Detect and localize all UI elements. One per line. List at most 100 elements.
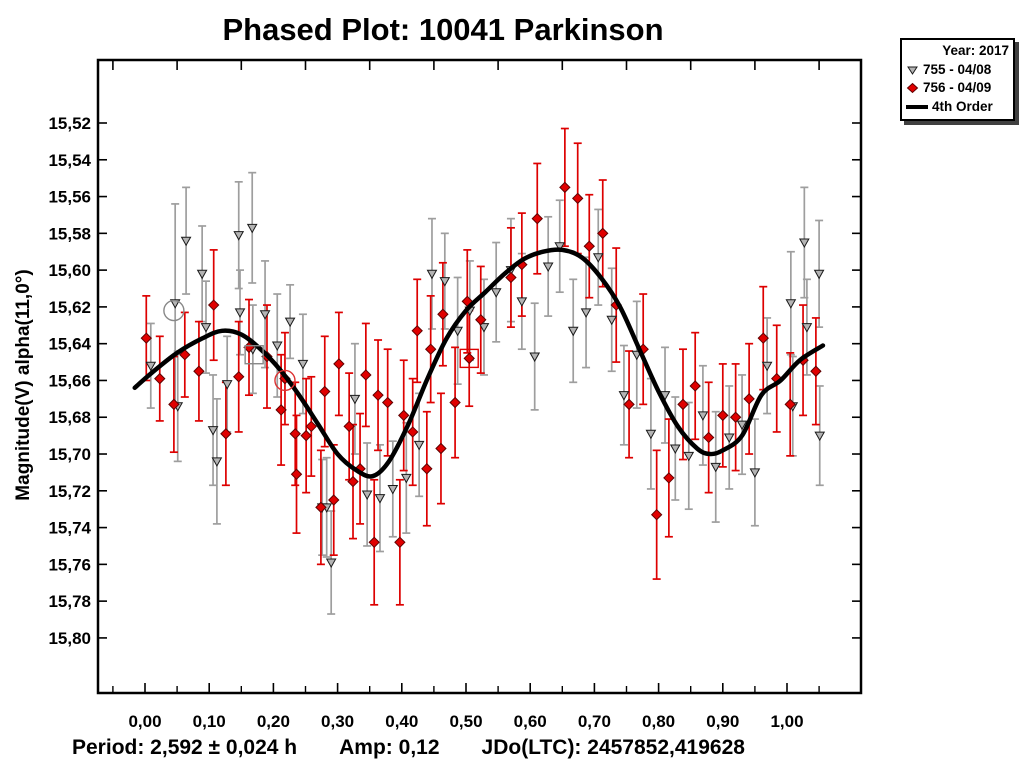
- triangle-marker-755: [785, 299, 797, 309]
- triangle-marker-755: [196, 269, 208, 280]
- y-tick-label: 15,76: [48, 555, 91, 574]
- diamond-marker-756: [168, 398, 180, 411]
- x-tick-label: 0,20: [257, 712, 290, 731]
- triangle-marker-755: [669, 444, 681, 455]
- y-tick-label: 15,54: [48, 151, 91, 170]
- diamond-marker-756: [449, 396, 461, 409]
- x-tick-label: 0,40: [385, 712, 418, 731]
- fit-curve: [132, 247, 826, 479]
- y-tick-label: 15,70: [48, 445, 91, 464]
- diamond-marker-756: [328, 494, 340, 506]
- footer-period: Period: 2,592 ± 0,024 h: [72, 736, 298, 759]
- x-tick-label: 0,30: [321, 712, 354, 731]
- triangle-marker-755: [618, 391, 630, 401]
- triangle-marker-755: [145, 361, 157, 372]
- legend-label-755: 755 - 04/08: [923, 61, 992, 77]
- diamond-marker-756: [437, 308, 449, 320]
- diamond-marker-756: [207, 299, 220, 311]
- legend-year: Year: 2017: [942, 43, 1009, 58]
- diamond-marker-756: [421, 463, 433, 475]
- triangle-marker-755: [736, 420, 748, 431]
- triangle-marker-755: [211, 457, 223, 467]
- diamond-marker-756: [300, 429, 312, 442]
- triangle-marker-755: [567, 326, 579, 337]
- y-tick-label: 15,80: [48, 629, 91, 648]
- triangle-marker-755: [683, 451, 695, 462]
- diamond-marker-756: [597, 227, 609, 240]
- triangle-marker-755: [452, 326, 464, 337]
- diamond-marker-756: [677, 398, 689, 411]
- diamond-marker-756: [154, 372, 166, 385]
- diamond-marker-756: [275, 404, 287, 416]
- triangle-marker-755: [234, 308, 246, 318]
- diamond-marker-756: [179, 349, 191, 361]
- legend-label-fit: 4th Order: [932, 98, 993, 114]
- triangle-marker-755: [478, 323, 490, 333]
- diamond-marker-756: [463, 352, 475, 365]
- triangle-down-icon: [907, 66, 918, 75]
- diamond-marker-756: [810, 365, 822, 377]
- x-tick-label: 0,60: [514, 712, 547, 731]
- diamond-marker-756: [689, 380, 701, 392]
- diamond-marker-756: [559, 181, 571, 194]
- triangle-marker-755: [749, 468, 761, 478]
- triangle-marker-755: [439, 277, 451, 287]
- fit-line-icon: [906, 104, 928, 109]
- legend-label-756: 756 - 04/09: [923, 80, 992, 95]
- diamond-marker-756: [347, 475, 359, 488]
- diamond-marker-756: [407, 426, 419, 438]
- x-tick-label: 0,80: [642, 712, 675, 731]
- triangle-marker-755: [271, 341, 283, 352]
- triangle-marker-755: [580, 308, 592, 318]
- diamond-marker-756: [220, 428, 232, 440]
- diamond-marker-756: [663, 472, 675, 484]
- footer-jdo: JDo(LTC): 2457852,419628: [481, 736, 745, 759]
- diamond-marker-756: [333, 358, 345, 370]
- y-tick-label: 15,60: [48, 261, 91, 280]
- triangle-marker-755: [413, 440, 425, 451]
- y-tick-label: 15,64: [48, 335, 91, 354]
- diamond-marker-756: [372, 389, 384, 401]
- diamond-marker-756: [757, 332, 769, 344]
- diamond-marker-756: [411, 325, 423, 337]
- plot-frame: [96, 58, 863, 695]
- triangle-marker-755: [233, 231, 245, 241]
- triangle-marker-755: [710, 462, 722, 473]
- triangle-marker-755: [723, 433, 735, 443]
- diamond-marker-756: [702, 431, 715, 444]
- y-tick-label: 15,68: [48, 408, 91, 427]
- triangle-marker-755: [697, 411, 709, 421]
- triangle-marker-755: [284, 317, 296, 328]
- annotation-square: [459, 348, 479, 369]
- annotation-circle: [163, 299, 185, 322]
- diamond-marker-756: [193, 365, 205, 377]
- legend-item-756: 756 - 04/09: [905, 79, 1009, 98]
- diamond-marker-756: [394, 536, 406, 548]
- triangle-marker-755: [606, 315, 618, 326]
- y-tick-label: 15,66: [48, 371, 91, 390]
- triangle-marker-755: [645, 429, 657, 440]
- legend-item-755: 755 - 04/08: [905, 61, 1009, 80]
- diamond-marker-756: [623, 398, 635, 411]
- legend: Year: 2017 755 - 04/08 756 - 04/09 4th O…: [900, 38, 1015, 121]
- diamond-marker-756: [315, 501, 327, 514]
- triangle-marker-755: [490, 288, 502, 298]
- diamond-marker-756: [305, 420, 317, 433]
- triangle-marker-755: [297, 359, 309, 370]
- diamond-marker-756: [650, 508, 663, 521]
- diamond-marker-756: [531, 212, 543, 225]
- y-tick-label: 15,72: [48, 482, 91, 501]
- triangle-marker-755: [813, 269, 825, 280]
- y-tick-label: 15,78: [48, 592, 91, 611]
- diamond-marker-756: [743, 393, 755, 405]
- x-tick-label: 0,90: [706, 712, 739, 731]
- y-tick-label: 15,52: [48, 114, 91, 133]
- triangle-marker-755: [259, 310, 271, 320]
- triangle-marker-755: [426, 269, 438, 280]
- diamond-marker-756: [289, 428, 301, 440]
- y-tick-label: 15,74: [48, 519, 91, 538]
- x-tick-label: 0,00: [128, 712, 161, 731]
- triangle-marker-755: [801, 323, 813, 333]
- x-tick-label: 0,10: [193, 712, 226, 731]
